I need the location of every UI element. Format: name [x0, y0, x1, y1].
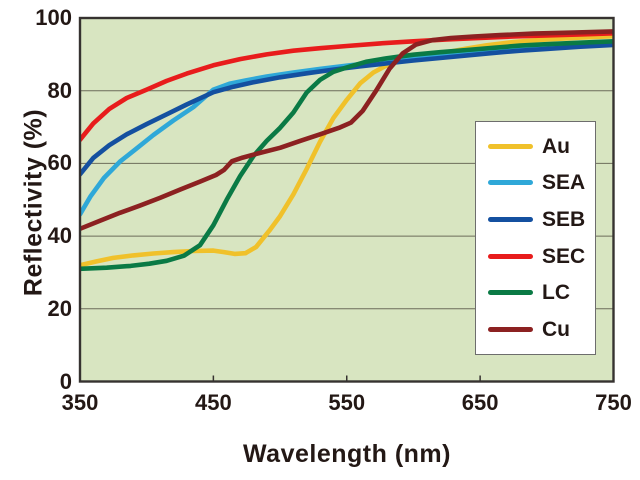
y-tick-label-0: 0: [59, 368, 72, 394]
legend-swatch-cu: [488, 327, 533, 333]
legend-item-seb: SEB: [488, 209, 595, 230]
x-axis-title: Wavelength (nm): [243, 440, 451, 468]
legend-item-sea: SEA: [488, 172, 595, 193]
plot-border: [78, 16, 615, 383]
x-tick-label-450: 450: [195, 390, 232, 415]
legend-label-sea: SEA: [542, 171, 586, 195]
legend-swatch-sec: [488, 253, 533, 259]
series-line-seb: [80, 42, 614, 177]
y-tick-label-40: 40: [47, 223, 72, 249]
x-tick-label-750: 750: [595, 390, 632, 415]
y-tick-label-20: 20: [47, 295, 72, 321]
series-line-sea: [80, 40, 614, 217]
legend-swatch-seb: [488, 217, 533, 223]
series-line-lc: [80, 38, 614, 272]
x-tick-label-550: 550: [328, 390, 366, 415]
y-axis-title: Reflectivity (%): [19, 108, 48, 297]
legend-label-seb: SEB: [542, 208, 586, 232]
legend-label-lc: LC: [542, 281, 570, 305]
legend-label-au: Au: [542, 134, 570, 158]
legend-item-sec: SEC: [488, 246, 595, 267]
legend: Au SEA SEB SEC LC Cu: [475, 121, 596, 355]
y-tick-label-80: 80: [47, 77, 72, 103]
legend-label-cu: Cu: [542, 318, 570, 342]
legend-swatch-lc: [488, 290, 533, 296]
legend-item-cu: Cu: [488, 319, 595, 340]
x-tick-label-350: 350: [61, 390, 99, 415]
x-tick-label-650: 650: [461, 390, 499, 415]
legend-swatch-sea: [488, 180, 533, 186]
legend-label-sec: SEC: [542, 244, 586, 268]
legend-swatch-au: [488, 143, 533, 149]
y-tick-label-60: 60: [47, 150, 72, 176]
legend-item-lc: LC: [488, 282, 595, 303]
legend-item-au: Au: [488, 136, 595, 157]
series-line-cu: [80, 29, 614, 232]
y-tick-label-100: 100: [35, 5, 72, 30]
